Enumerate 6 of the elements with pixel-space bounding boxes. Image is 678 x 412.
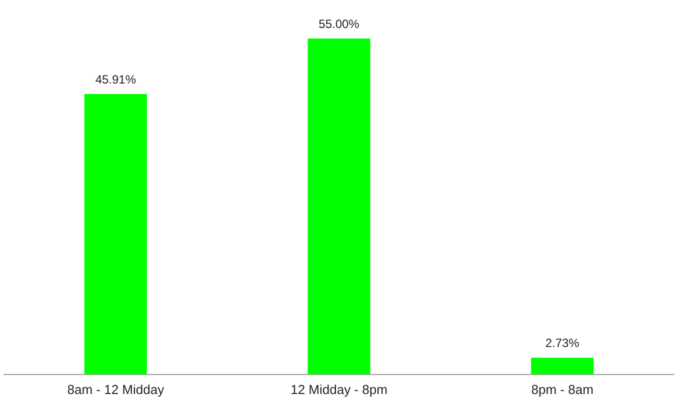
data-label: 2.73%: [545, 336, 580, 350]
data-label: 55.00%: [318, 16, 360, 31]
data-label: 45.91%: [95, 72, 136, 86]
x-tick-label: 12 Midday - 8pm: [290, 382, 388, 397]
x-tick-label: 8pm - 8am: [531, 382, 594, 397]
x-tick-label: 8am - 12 Midday: [67, 382, 165, 397]
